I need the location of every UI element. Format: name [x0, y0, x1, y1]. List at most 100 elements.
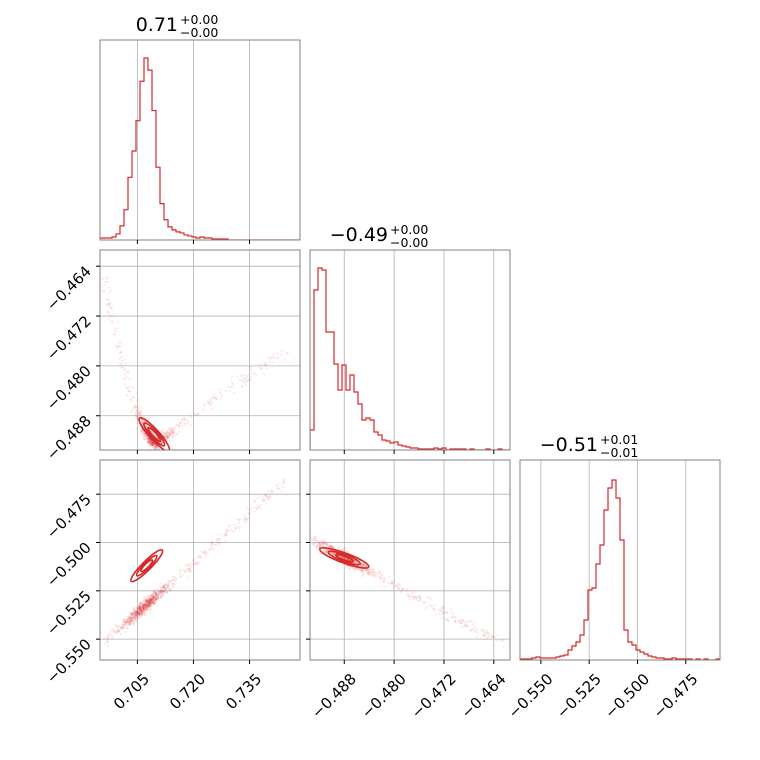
sample-point — [416, 599, 419, 602]
sample-point — [147, 604, 150, 607]
sample-point — [162, 591, 165, 594]
sample-point — [146, 605, 149, 608]
sample-point — [331, 545, 334, 548]
sample-point — [141, 604, 144, 607]
sample-point — [342, 557, 345, 560]
sample-point — [154, 595, 158, 598]
sample-point — [145, 604, 148, 607]
sample-point — [174, 425, 177, 428]
sample-point — [167, 434, 170, 437]
sample-point — [325, 543, 329, 546]
sample-point — [129, 617, 132, 620]
sample-point — [131, 408, 134, 411]
sample-point — [143, 437, 146, 440]
sample-point — [141, 422, 144, 425]
sample-point — [441, 605, 444, 608]
sample-point — [128, 622, 131, 625]
sample-point — [129, 390, 132, 393]
sample-point — [155, 594, 158, 597]
sample-point — [143, 603, 146, 606]
sample-point — [161, 590, 164, 593]
sample-point — [133, 612, 136, 615]
sample-point — [353, 559, 357, 563]
sample-point — [422, 600, 425, 603]
sample-point — [145, 601, 148, 604]
sample-point — [501, 639, 504, 642]
sample-point — [406, 590, 409, 593]
sample-point — [319, 543, 322, 546]
sample-point — [228, 525, 231, 528]
sample-point — [186, 420, 189, 424]
sample-point — [162, 588, 165, 592]
sample-point — [133, 406, 136, 410]
sample-point — [397, 587, 400, 590]
sample-point — [171, 431, 174, 434]
sample-point — [443, 606, 446, 610]
sample-point — [145, 603, 148, 607]
sample-point — [123, 621, 127, 624]
sample-point — [247, 512, 251, 515]
sample-point — [167, 586, 170, 589]
sample-point — [278, 488, 281, 491]
sample-point — [267, 490, 270, 493]
sample-point — [180, 425, 184, 428]
sample-point — [165, 587, 168, 590]
sample-point — [153, 596, 156, 599]
sample-point — [141, 422, 144, 425]
sample-point — [166, 582, 169, 586]
sample-point — [343, 557, 346, 560]
sample-point — [137, 613, 140, 616]
sample-point — [137, 610, 140, 613]
sample-point — [108, 286, 111, 289]
sample-point — [210, 401, 213, 404]
sample-point — [427, 596, 430, 599]
sample-point — [165, 435, 168, 438]
sample-point — [282, 480, 285, 483]
sample-point — [156, 590, 159, 593]
density-contour — [140, 559, 154, 573]
sample-point — [475, 636, 478, 639]
sample-point — [142, 604, 145, 607]
sample-point — [190, 415, 193, 418]
sample-point — [234, 527, 237, 530]
sample-point — [147, 603, 150, 607]
sample-point — [369, 571, 372, 574]
sample-point — [142, 604, 145, 607]
sample-point — [149, 599, 152, 602]
sample-point — [130, 613, 133, 617]
sample-point — [330, 545, 333, 548]
sample-point — [124, 627, 127, 631]
sample-point — [172, 429, 175, 432]
sample-point — [170, 431, 174, 434]
sample-point — [153, 602, 156, 605]
sample-point — [161, 585, 164, 588]
sample-point — [145, 604, 149, 607]
sample-point — [412, 590, 416, 593]
sample-point — [142, 613, 145, 616]
sample-point — [139, 609, 142, 612]
x-tick-label: −0.480 — [358, 670, 410, 722]
sample-point — [224, 532, 227, 535]
sample-point — [201, 551, 204, 554]
sample-point — [276, 352, 279, 355]
sample-point — [360, 564, 363, 567]
sample-point — [159, 441, 162, 444]
sample-point — [137, 612, 140, 615]
sample-point — [228, 524, 231, 527]
sample-point — [362, 564, 365, 568]
sample-point — [142, 607, 145, 610]
sample-point — [379, 576, 382, 579]
sample-point — [354, 567, 357, 571]
sample-point — [130, 410, 133, 413]
sample-point — [312, 542, 315, 545]
sample-point — [172, 585, 175, 588]
sample-point — [269, 496, 272, 499]
sample-point — [460, 621, 463, 624]
sample-point — [366, 571, 369, 574]
sample-point — [132, 616, 135, 619]
sample-point — [137, 611, 140, 615]
sample-point — [135, 610, 138, 613]
sample-point — [137, 613, 140, 616]
sample-point — [324, 550, 327, 553]
sample-point — [130, 619, 133, 622]
